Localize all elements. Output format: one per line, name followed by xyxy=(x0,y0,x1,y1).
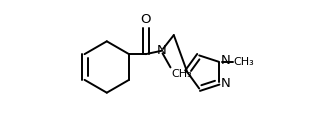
Text: N: N xyxy=(221,77,231,90)
Text: N: N xyxy=(156,44,166,57)
Text: O: O xyxy=(140,14,151,27)
Text: CH₃: CH₃ xyxy=(234,57,254,67)
Text: N: N xyxy=(221,54,231,67)
Text: CH₃: CH₃ xyxy=(171,69,192,79)
